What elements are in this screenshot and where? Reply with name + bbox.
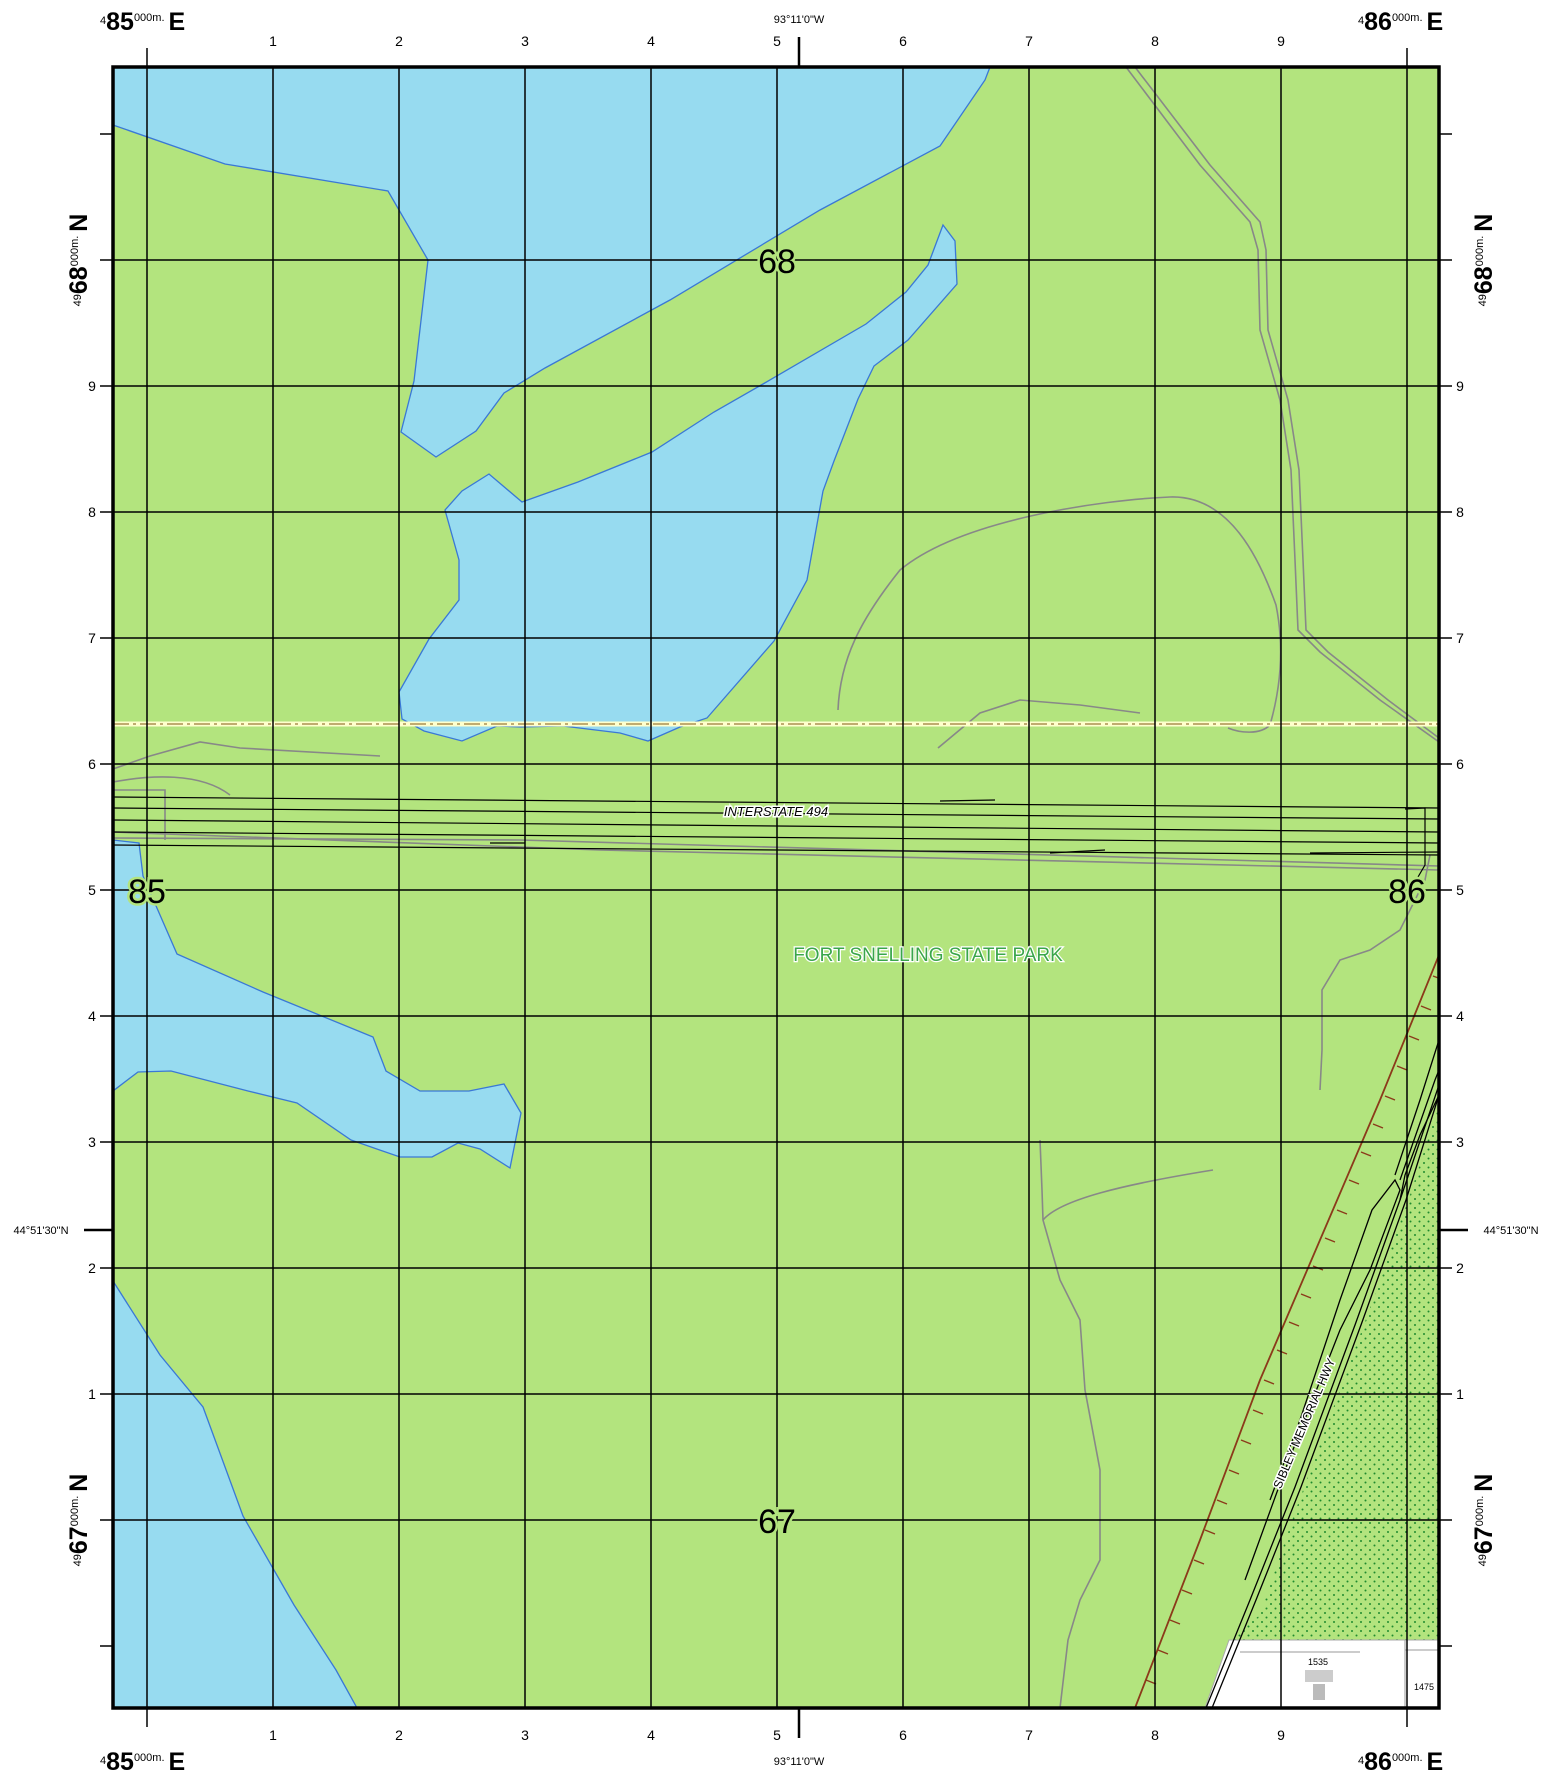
easting-label: 9	[1277, 33, 1285, 49]
lake-southwest	[113, 839, 522, 1170]
map-frame	[111, 65, 1441, 1710]
trails	[113, 67, 1439, 1708]
water-bodies	[113, 67, 991, 1708]
developed-area-southeast	[1229, 1105, 1439, 1640]
easting-label: 7	[1025, 33, 1033, 49]
longitude-label-top: 93°11'0"W	[774, 14, 825, 26]
easting-label: 6	[899, 1727, 907, 1743]
side-label-right-lower: 4967000m.N	[1470, 1474, 1498, 1567]
easting-label: 3	[521, 33, 529, 49]
latitude-label-right: 44°51'30"N	[1483, 1225, 1538, 1237]
northing-label: 6	[1456, 756, 1464, 772]
northing-label: 5	[1456, 882, 1464, 898]
utm-grid	[113, 67, 1439, 1708]
highway-lines	[1205, 1039, 1439, 1708]
easting-label: 4	[647, 33, 655, 49]
parcel-line	[1240, 1640, 1439, 1708]
railroad-line	[1134, 954, 1439, 1708]
easting-label: 5	[773, 1727, 781, 1743]
easting-label: 6	[899, 33, 907, 49]
easting-label: 7	[1025, 1727, 1033, 1743]
side-label-left-lower: 4967000m.N	[65, 1474, 93, 1567]
building-1535	[1305, 1670, 1333, 1682]
lake-central	[398, 223, 958, 742]
park-label: FORT SNELLING STATE PARK	[793, 945, 1063, 966]
northing-label: 2	[1456, 1260, 1464, 1276]
northing-label: 3	[1456, 1134, 1464, 1150]
easting-labels-bottom: 1 2 3 4 5 6 7 8 9	[269, 1727, 1285, 1743]
easting-label: 9	[1277, 1727, 1285, 1743]
northing-label: 1	[1456, 1386, 1464, 1402]
railroad-ticks	[1145, 975, 1439, 1685]
corner-label-bottom-left: 485000m. E	[100, 1748, 185, 1775]
easting-label: 8	[1151, 1727, 1159, 1743]
building-small	[1313, 1684, 1325, 1700]
northing-label: 9	[88, 378, 96, 394]
northing-label: 8	[1456, 504, 1464, 520]
side-label-right-upper: 4968000m.N	[1470, 214, 1498, 307]
northing-label: 3	[88, 1134, 96, 1150]
easting-label: 2	[395, 33, 403, 49]
northing-label: 4	[1456, 1008, 1464, 1024]
interstate-lines	[113, 796, 1439, 878]
longitude-label-bottom: 93°11'0"W	[774, 1756, 825, 1768]
northing-label: 1	[88, 1386, 96, 1402]
corner-label-bottom-right: 486000m. E	[1358, 1748, 1443, 1775]
northing-label: 6	[88, 756, 96, 772]
northing-label: 9	[1456, 378, 1464, 394]
side-label-left-upper: 4968000m.N	[65, 214, 93, 307]
easting-label: 4	[647, 1727, 655, 1743]
northing-label: 8	[88, 504, 96, 520]
northing-label: 7	[88, 630, 96, 646]
northing-label: 7	[1456, 630, 1464, 646]
latitude-label-left: 44°51'30"N	[13, 1225, 68, 1237]
address-1475: 1475	[1414, 1682, 1434, 1692]
river-southwest	[113, 1279, 358, 1708]
interstate-label: INTERSTATE 494	[724, 804, 828, 819]
northing-labels-left: 9 8 7 6 5 4 3 2 1	[88, 378, 96, 1402]
northing-labels-right: 9 8 7 6 5 4 3 2 1	[1456, 378, 1464, 1402]
easting-label: 8	[1151, 33, 1159, 49]
grid-label-86: 86	[1388, 873, 1426, 911]
northing-label: 4	[88, 1008, 96, 1024]
lake-north	[113, 67, 991, 458]
easting-labels-top: 1 2 3 4 5 6 7 8 9	[269, 33, 1285, 49]
corner-label-top-right: 486000m. E	[1358, 8, 1443, 36]
land-area	[113, 67, 1439, 1708]
easting-label: 2	[395, 1727, 403, 1743]
easting-label: 5	[773, 33, 781, 49]
frame-ticks	[100, 48, 1452, 1727]
northing-label: 2	[88, 1260, 96, 1276]
easting-label: 1	[269, 1727, 277, 1743]
northing-label: 5	[88, 882, 96, 898]
grid-label-67: 67	[758, 1503, 796, 1541]
easting-label: 1	[269, 33, 277, 49]
corner-label-top-left: 485000m. E	[100, 8, 185, 36]
grid-label-68: 68	[758, 243, 796, 281]
easting-label: 3	[521, 1727, 529, 1743]
address-1535: 1535	[1308, 1657, 1328, 1667]
grid-label-85: 85	[128, 873, 166, 911]
